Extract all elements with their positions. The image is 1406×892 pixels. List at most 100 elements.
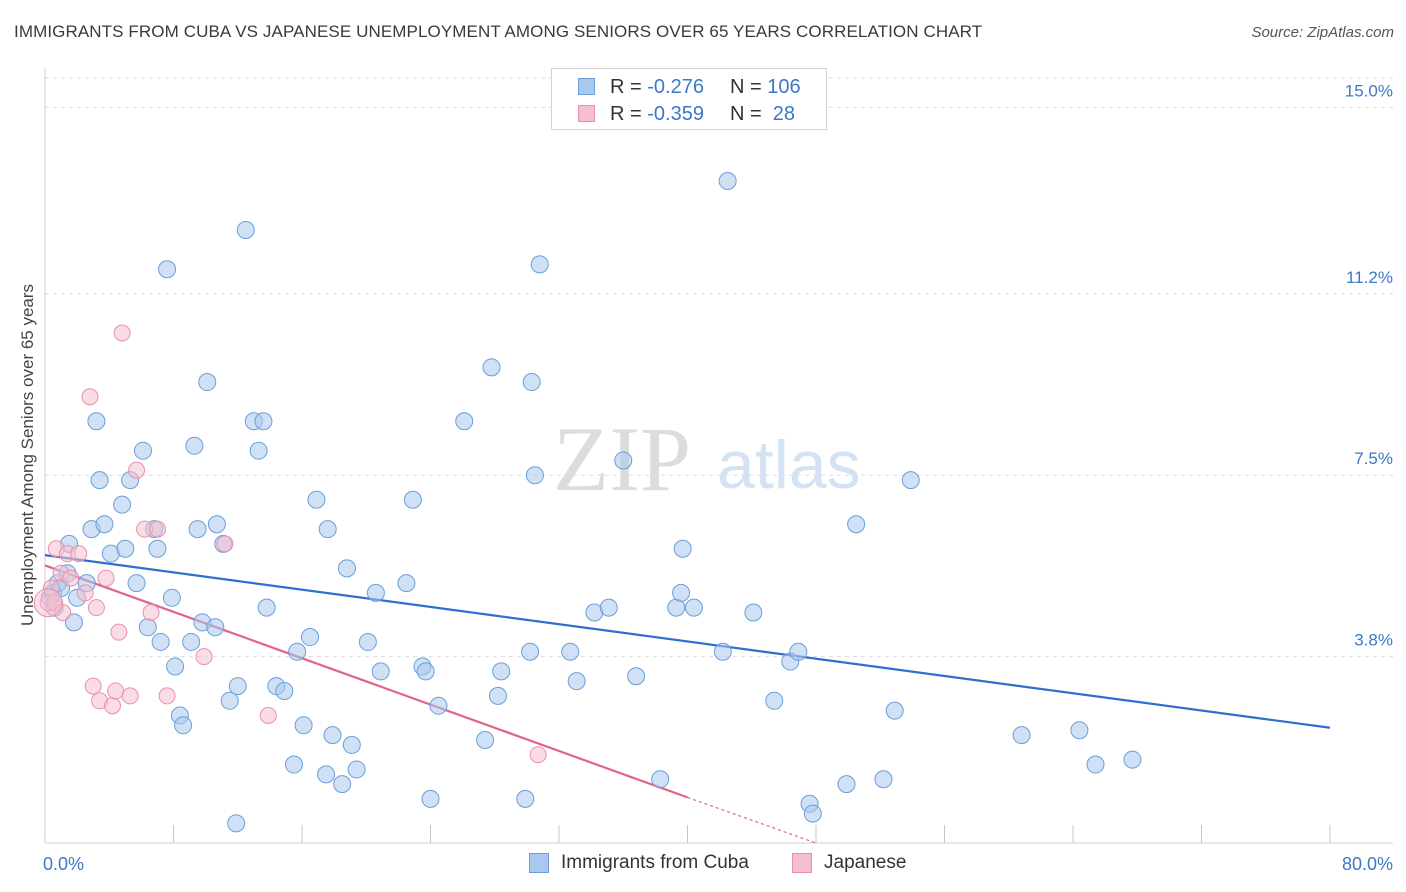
data-point-japanese: [121, 687, 139, 705]
data-point-cuba: [561, 642, 580, 661]
data-point-cuba: [358, 632, 377, 651]
legend-n-value: 106: [767, 76, 801, 98]
data-point-cuba: [228, 677, 247, 696]
data-point-cuba: [371, 662, 390, 681]
watermark: ZIP atlas: [553, 408, 861, 510]
data-point-japanese: [70, 545, 88, 563]
data-point-cuba: [138, 618, 157, 637]
data-point-cuba: [151, 632, 170, 651]
legend-r-label: R =: [610, 76, 648, 98]
y-tick-label: 15.0%: [1345, 81, 1393, 100]
data-point-japanese: [529, 746, 547, 764]
legend-swatch-cuba: [529, 853, 549, 873]
data-point-cuba: [789, 642, 808, 661]
data-point-cuba: [1012, 726, 1031, 745]
data-point-japanese: [148, 520, 166, 538]
data-point-japanese: [216, 535, 234, 553]
legend-label-cuba: Immigrants from Cuba: [561, 852, 749, 873]
data-point-cuba: [227, 814, 246, 833]
data-point-japanese: [113, 324, 131, 342]
legend-swatch-japanese: [792, 853, 812, 873]
trend-line-japanese-extension: [687, 796, 817, 844]
data-point-cuba: [522, 373, 541, 392]
chart-title: IMMIGRANTS FROM CUBA VS JAPANESE UNEMPLO…: [14, 22, 983, 41]
data-point-cuba: [284, 755, 303, 774]
data-point-japanese: [158, 687, 176, 705]
data-point-cuba: [294, 716, 313, 735]
data-point-japanese: [97, 569, 115, 587]
legend-swatch-cuba: [578, 78, 595, 95]
data-point-cuba: [567, 672, 586, 691]
data-point-cuba: [397, 574, 416, 593]
data-point-cuba: [333, 775, 352, 794]
data-point-cuba: [307, 490, 326, 509]
data-point-cuba: [249, 441, 268, 460]
tick-labels: 3.8% 7.5% 11.2% 15.0% 0.0% 80.0%: [43, 81, 1393, 874]
data-point-cuba: [206, 618, 225, 637]
data-point-cuba: [421, 789, 440, 808]
data-point-japanese: [84, 677, 102, 695]
data-point-cuba: [87, 412, 106, 431]
data-point-cuba: [127, 574, 146, 593]
data-point-cuba: [254, 412, 273, 431]
data-point-cuba: [366, 583, 385, 602]
data-point-cuba: [236, 221, 255, 240]
data-point-japanese: [33, 588, 63, 618]
data-point-cuba: [599, 598, 618, 617]
legend-n-value: 28: [767, 103, 796, 125]
data-point-cuba: [301, 628, 320, 647]
y-tick-label: 3.8%: [1354, 631, 1393, 650]
data-point-cuba: [488, 686, 507, 705]
data-point-cuba: [90, 471, 109, 490]
series-japanese-points: [33, 324, 547, 764]
data-point-cuba: [672, 583, 691, 602]
legend-row-cuba: R = -0.276 N = 106: [552, 74, 826, 100]
data-point-cuba: [482, 358, 501, 377]
gridlines: [45, 77, 1393, 658]
data-point-cuba: [174, 716, 193, 735]
data-point-cuba: [492, 662, 511, 681]
x-tick-label: 0.0%: [43, 854, 84, 874]
data-point-cuba: [158, 260, 177, 279]
data-point-japanese: [128, 461, 146, 479]
data-point-cuba: [403, 490, 422, 509]
y-axis-label: Unemployment Among Seniors over 65 years: [18, 284, 37, 626]
data-point-cuba: [713, 642, 732, 661]
data-point-japanese: [110, 623, 128, 641]
data-point-cuba: [429, 696, 448, 715]
data-point-japanese: [76, 584, 94, 602]
x-tick-label: 80.0%: [1342, 854, 1393, 874]
data-point-cuba: [342, 735, 361, 754]
trend-line-cuba: [44, 554, 1331, 729]
data-point-cuba: [651, 770, 670, 789]
data-point-cuba: [765, 691, 784, 710]
data-point-cuba: [718, 171, 737, 190]
data-point-japanese: [142, 604, 160, 622]
data-point-cuba: [198, 373, 217, 392]
data-point-cuba: [64, 613, 83, 632]
data-point-japanese: [195, 648, 213, 666]
data-point-cuba: [95, 515, 114, 534]
data-point-cuba: [337, 559, 356, 578]
data-point-cuba: [185, 436, 204, 455]
data-point-cuba: [257, 598, 276, 617]
data-point-cuba: [525, 466, 544, 485]
data-point-cuba: [1123, 750, 1142, 769]
legend-n-label: N =: [730, 76, 768, 98]
data-point-cuba: [323, 726, 342, 745]
data-point-cuba: [847, 515, 866, 534]
data-point-cuba: [317, 765, 336, 784]
axes: [44, 68, 1393, 844]
data-point-cuba: [166, 657, 185, 676]
y-tick-label: 11.2%: [1346, 268, 1393, 287]
data-point-cuba: [116, 539, 135, 558]
data-point-cuba: [318, 520, 337, 539]
y-tick-label: 7.5%: [1354, 449, 1393, 468]
data-point-cuba: [275, 681, 294, 700]
data-point-cuba: [614, 451, 633, 470]
data-point-cuba: [673, 539, 692, 558]
data-point-cuba: [148, 539, 167, 558]
trend-line-japanese: [44, 564, 688, 799]
data-point-cuba: [455, 412, 474, 431]
data-point-cuba: [347, 760, 366, 779]
